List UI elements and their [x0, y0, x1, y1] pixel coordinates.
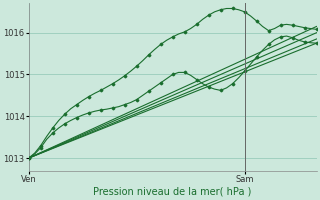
X-axis label: Pression niveau de la mer( hPa ): Pression niveau de la mer( hPa ) [93, 187, 252, 197]
